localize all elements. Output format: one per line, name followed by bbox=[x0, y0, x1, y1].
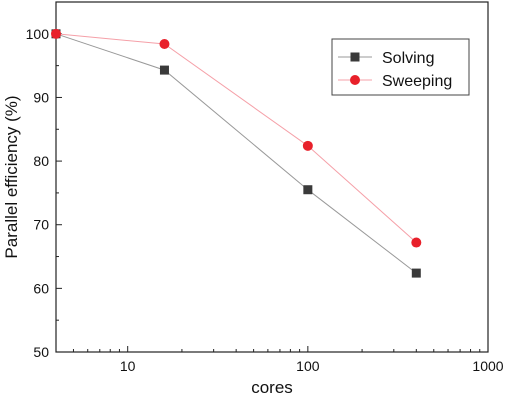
data-point-sweeping bbox=[302, 140, 313, 151]
data-point-solving bbox=[303, 185, 313, 195]
y-tick-label: 90 bbox=[33, 89, 49, 105]
data-point-sweeping bbox=[411, 237, 422, 248]
x-tick-label: 100 bbox=[296, 358, 320, 374]
legend-marker-sweeping bbox=[350, 75, 360, 85]
y-tick-label: 50 bbox=[33, 344, 49, 360]
y-tick-label: 80 bbox=[33, 153, 49, 169]
data-point-sweeping bbox=[51, 28, 61, 39]
legend: Solving Sweeping bbox=[331, 38, 470, 96]
series-layer bbox=[51, 28, 422, 278]
x-tick-label: 1000 bbox=[472, 358, 503, 374]
y-tick-label: 60 bbox=[33, 280, 49, 296]
legend-label-sweeping: Sweeping bbox=[382, 73, 452, 90]
data-point-sweeping bbox=[159, 39, 170, 49]
series-line-solving bbox=[55, 33, 417, 274]
y-tick-label: 100 bbox=[26, 26, 50, 42]
y-axis-title: Parallel efficiency (%) bbox=[2, 95, 21, 258]
legend-box bbox=[331, 38, 470, 96]
y-axis: 50 60 70 80 90 100 bbox=[26, 26, 62, 360]
data-point-solving bbox=[411, 268, 421, 278]
series-line-sweeping bbox=[55, 33, 417, 243]
data-point-solving bbox=[159, 65, 169, 75]
x-tick-label: 10 bbox=[120, 358, 136, 374]
legend-label-solving: Solving bbox=[382, 50, 434, 67]
legend-marker-solving bbox=[350, 52, 360, 62]
x-axis: 10 100 1000 bbox=[72, 346, 504, 374]
x-axis-title: cores bbox=[251, 378, 293, 397]
plot-frame bbox=[55, 1, 489, 353]
y-tick-label: 70 bbox=[33, 217, 49, 233]
